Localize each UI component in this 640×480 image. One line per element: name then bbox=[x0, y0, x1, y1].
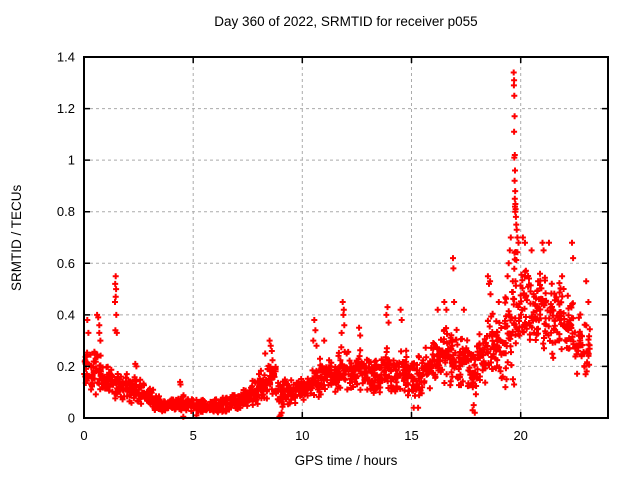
y-tick-label: 1.2 bbox=[57, 101, 75, 116]
axis-ticks bbox=[83, 56, 608, 419]
scatter-points bbox=[81, 69, 593, 420]
y-tick-label: 1 bbox=[68, 153, 75, 168]
x-tick-label: 15 bbox=[404, 428, 418, 443]
y-tick-label: 0.4 bbox=[57, 307, 75, 322]
x-tick-label: 10 bbox=[295, 428, 309, 443]
x-axis-label: GPS time / hours bbox=[294, 453, 398, 468]
x-tick-label: 5 bbox=[190, 428, 197, 443]
y-tick-label: 0.8 bbox=[57, 204, 75, 219]
chart-title: Day 360 of 2022, SRMTID for receiver p05… bbox=[214, 14, 478, 29]
y-tick-label: 0.6 bbox=[57, 256, 75, 271]
y-axis-label: SRMTID / TECUs bbox=[9, 184, 24, 291]
x-tick-label: 20 bbox=[513, 428, 527, 443]
y-tick-label: 0 bbox=[68, 411, 75, 426]
plot-border bbox=[83, 56, 609, 419]
gridlines bbox=[84, 57, 608, 418]
x-tick-label: 0 bbox=[80, 428, 87, 443]
y-tick-label: 0.2 bbox=[57, 359, 75, 374]
y-tick-label: 1.4 bbox=[57, 50, 75, 65]
